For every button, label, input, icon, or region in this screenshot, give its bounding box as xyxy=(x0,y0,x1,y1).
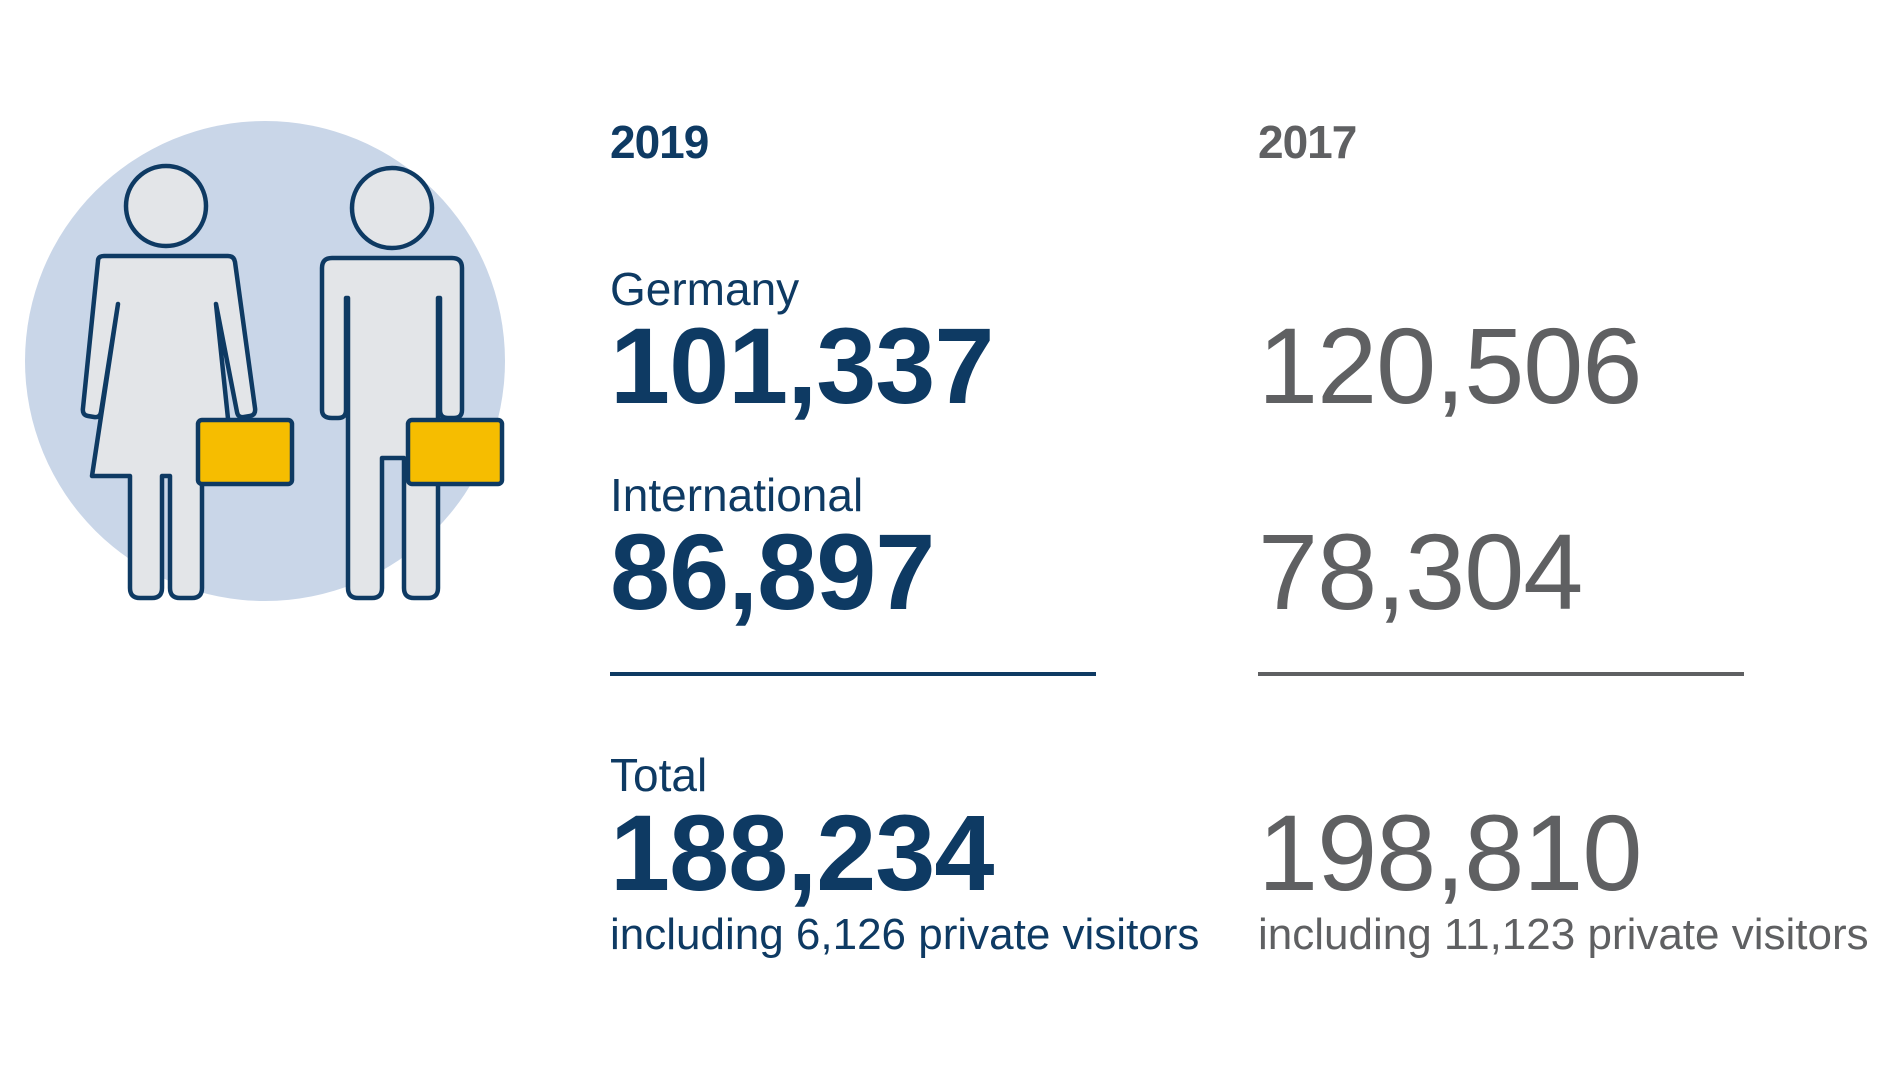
divider-current xyxy=(610,672,1096,676)
total-value-previous: 198,810 xyxy=(1258,792,1642,913)
total-value-current: 188,234 xyxy=(610,792,994,913)
germany-value-previous: 120,506 xyxy=(1258,305,1642,426)
germany-value-current: 101,337 xyxy=(610,305,994,426)
private-visitors-note-previous: including 11,123 private visitors xyxy=(1258,910,1869,959)
germany-label: Germany xyxy=(610,263,800,315)
previous-year-heading: 2017 xyxy=(1258,116,1357,168)
international-value-current: 86,897 xyxy=(610,511,935,632)
divider-previous xyxy=(1258,672,1744,676)
visitors-icon xyxy=(25,121,505,601)
current-year-heading: 2019 xyxy=(610,116,709,168)
private-visitors-note-current: including 6,126 private visitors xyxy=(610,910,1200,959)
international-value-previous: 78,304 xyxy=(1258,511,1583,632)
international-label: International xyxy=(610,469,864,521)
total-label: Total xyxy=(610,749,708,801)
